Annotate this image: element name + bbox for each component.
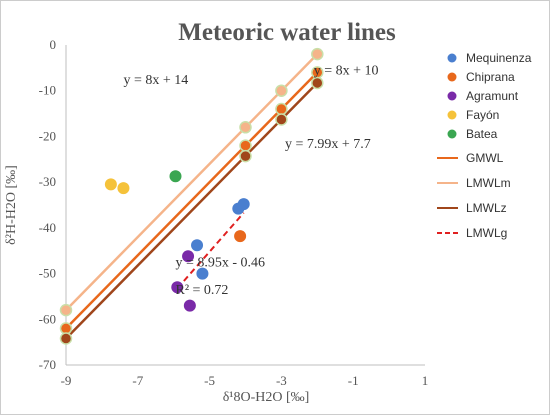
legend-marker-batea [447,129,457,139]
y-tick-label: -10 [39,83,56,98]
regression-line-lmwlz [65,81,319,340]
regression-line-lmwlg [176,212,245,290]
line-marker-gmwl [239,139,252,152]
x-tick-label: 1 [422,373,429,388]
line-marker-lmwlz [59,332,73,345]
legend-marker-agramunt [447,91,457,101]
x-tick-label: -3 [276,373,287,388]
data-point-agramunt [183,299,196,312]
legend-label: Fayón [466,108,499,122]
legend-label: GMWL [466,151,504,165]
x-tick-label: -5 [204,373,215,388]
data-point-chiprana [234,230,247,243]
equation-label: y = 8x + 14 [123,73,188,88]
data-point-agramunt [182,250,195,263]
equation-label: y = 7.99x + 7.7 [285,137,371,152]
y-tick-label: -70 [39,357,56,372]
x-tick-label: -1 [348,373,359,388]
y-tick-label: -30 [39,174,56,189]
equation-label: y = 8.95x - 0.46 [175,256,265,271]
legend-label: Batea [466,127,498,141]
chart-title: Meteoric water lines [178,19,396,46]
regression-line-lmwlm [65,53,319,312]
line-marker-lmwlz [239,149,252,163]
line-marker-lmwlz [275,113,288,126]
legend-label: Agramunt [466,89,519,103]
regression-line-gmwl [65,71,319,330]
x-tick-label: -7 [132,373,143,388]
legend-label: LMWLm [466,176,511,190]
legend-label: LMWLz [466,201,507,215]
legend: Mequinenza Chiprana Agramunt Fayón Batea GMWL… [437,51,532,240]
x-axis-title: δ¹8O-H2O [‰] [223,390,310,405]
data-point-fayón [104,178,117,191]
data-point-agramunt [171,281,184,294]
y-axis-title: δ²H-H2O [‰] [4,165,19,245]
legend-label: LMWLg [466,226,507,240]
y-tick-label: -20 [39,128,56,143]
legend-marker-chiprana [447,72,457,82]
data-point-mequinenza [196,267,209,280]
line-marker-lmwlm [275,84,288,97]
equation-label: y = 8x + 10 [314,64,379,79]
line-marker-lmwlm [239,121,252,134]
legend-marker-mequinenza [447,53,457,63]
line-marker-lmwlm [59,303,73,317]
plot-area: -9 -7 -5 -3 -1 1 0 -10 -20 -30 -40 -50 -60 -70 y = 8x … [39,37,429,388]
data-point-mequinenza [237,198,250,211]
legend-label: Mequinenza [466,51,532,65]
line-marker-lmwlm [311,47,324,61]
y-tick-label: -50 [39,266,56,281]
line-marker-gmwl [275,102,288,116]
y-tick-label: -60 [39,311,56,326]
data-point-fayón [117,182,130,195]
legend-label: Chiprana [466,70,515,84]
y-tick-label: 0 [50,37,57,52]
line-marker-lmwlz [311,76,324,90]
x-tick-label: -9 [61,373,72,388]
y-tick-label: -40 [39,220,56,235]
data-point-mequinenza [191,239,204,252]
data-point-batea [169,170,182,183]
equation-label: R² = 0.72 [175,283,228,298]
legend-marker-fayón [447,110,457,120]
